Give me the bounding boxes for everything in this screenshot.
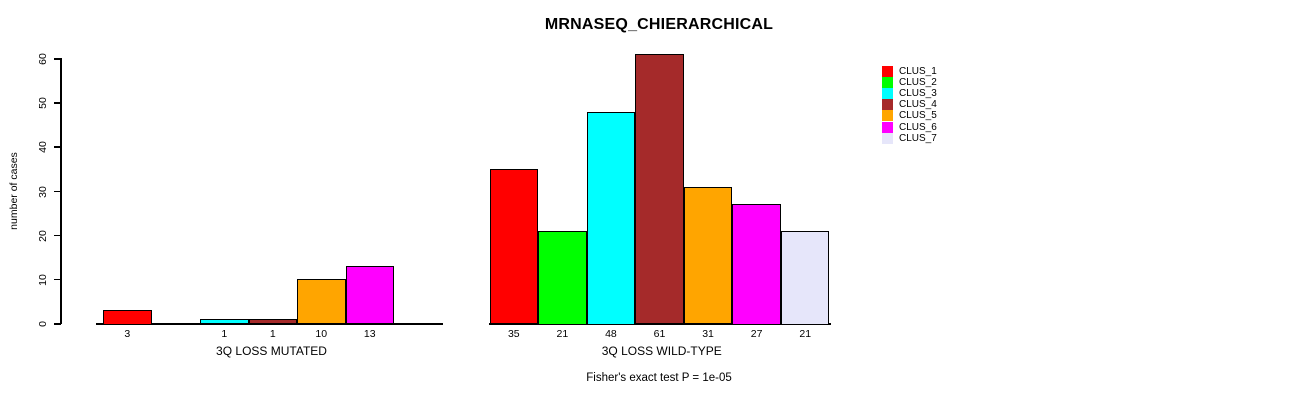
legend-item-clus_7: CLUS_7 [882, 132, 937, 144]
bar-value-label: 31 [702, 328, 714, 340]
legend-item-clus_5: CLUS_5 [882, 110, 937, 122]
bar-clus_1-group1 [103, 310, 152, 325]
bar-clus_6-group1 [345, 266, 394, 325]
chart-title: MRNASEQ_CHIERARCHICAL [544, 16, 774, 33]
y-axis-tick-label: 50 [37, 97, 49, 109]
bar-value-label: 61 [653, 328, 666, 340]
x-axis-group-label: 3Q LOSS WILD-TYPE [601, 344, 722, 358]
bar-clus_5-group1 [297, 279, 346, 325]
y-axis-tick-label: 20 [37, 229, 49, 242]
bar-clus_3-group1 [200, 319, 249, 325]
bar-clus_5-group2 [683, 186, 733, 325]
y-axis-tick [54, 146, 61, 148]
bar-value-label: 27 [750, 328, 763, 340]
y-axis-tick-label: 30 [37, 185, 49, 198]
legend-item-clus_1: CLUS_1 [882, 66, 937, 78]
y-axis-tick [54, 58, 61, 60]
bar-value-label: 3 [124, 328, 131, 340]
bar-clus_1-group2 [489, 168, 539, 325]
y-axis-tick [54, 190, 61, 192]
legend-label: CLUS_2 [899, 77, 937, 89]
legend-label: CLUS_4 [899, 99, 937, 111]
legend-item-clus_6: CLUS_6 [882, 121, 937, 133]
legend-label: CLUS_3 [899, 88, 937, 100]
bar-clus_4-group1 [248, 319, 297, 325]
bar-value-label: 48 [605, 328, 617, 340]
legend-item-clus_2: CLUS_2 [882, 77, 937, 89]
legend: CLUS_1 CLUS_2 CLUS_3 CLUS_4 CLUS_5 CLUS_6 CLUS… [882, 66, 937, 144]
y-axis-tick [54, 234, 61, 237]
legend-swatch-icon [882, 88, 893, 100]
bar-clus_7-group2 [780, 230, 830, 325]
y-axis-tick [54, 323, 61, 325]
legend-swatch-icon [882, 99, 893, 111]
legend-swatch-icon [882, 66, 893, 78]
legend-swatch-icon [882, 77, 893, 89]
bar-clus_2-group2 [538, 230, 587, 325]
bar-value-label: 10 [315, 328, 328, 340]
legend-label: CLUS_5 [899, 110, 937, 122]
y-axis-title: number of cases [8, 152, 20, 230]
bar-clus_4-group2 [635, 54, 684, 325]
y-axis-tick [54, 278, 61, 281]
y-axis-tick-label: 40 [37, 141, 49, 154]
bar-clus_6-group2 [732, 204, 781, 325]
legend-label: CLUS_6 [899, 121, 937, 133]
legend-item-clus_4: CLUS_4 [882, 99, 937, 111]
bar-value-label: 1 [221, 328, 228, 340]
legend-label: CLUS_1 [899, 66, 937, 78]
y-axis-tick [54, 102, 61, 104]
y-axis-tick-label: 10 [37, 273, 49, 286]
legend-swatch-icon [882, 121, 893, 133]
y-axis-tick-label: 0 [37, 321, 49, 327]
legend-swatch-icon [882, 110, 893, 122]
bar-value-label: 35 [507, 328, 520, 340]
bar-value-label: 13 [363, 328, 376, 340]
bar-clus_3-group2 [586, 111, 636, 325]
legend-label: CLUS_7 [899, 132, 937, 144]
bar-value-label: 21 [556, 328, 569, 340]
x-axis-group-label: 3Q LOSS MUTATED [216, 344, 327, 358]
legend-item-clus_3: CLUS_3 [882, 88, 937, 100]
fisher-test-annotation: Fisher's exact test P = 1e-05 [586, 372, 732, 384]
y-axis-tick-label: 60 [37, 53, 49, 65]
bar-value-label: 1 [269, 328, 276, 340]
bar-value-label: 21 [799, 328, 812, 340]
legend-swatch-icon [882, 132, 893, 144]
